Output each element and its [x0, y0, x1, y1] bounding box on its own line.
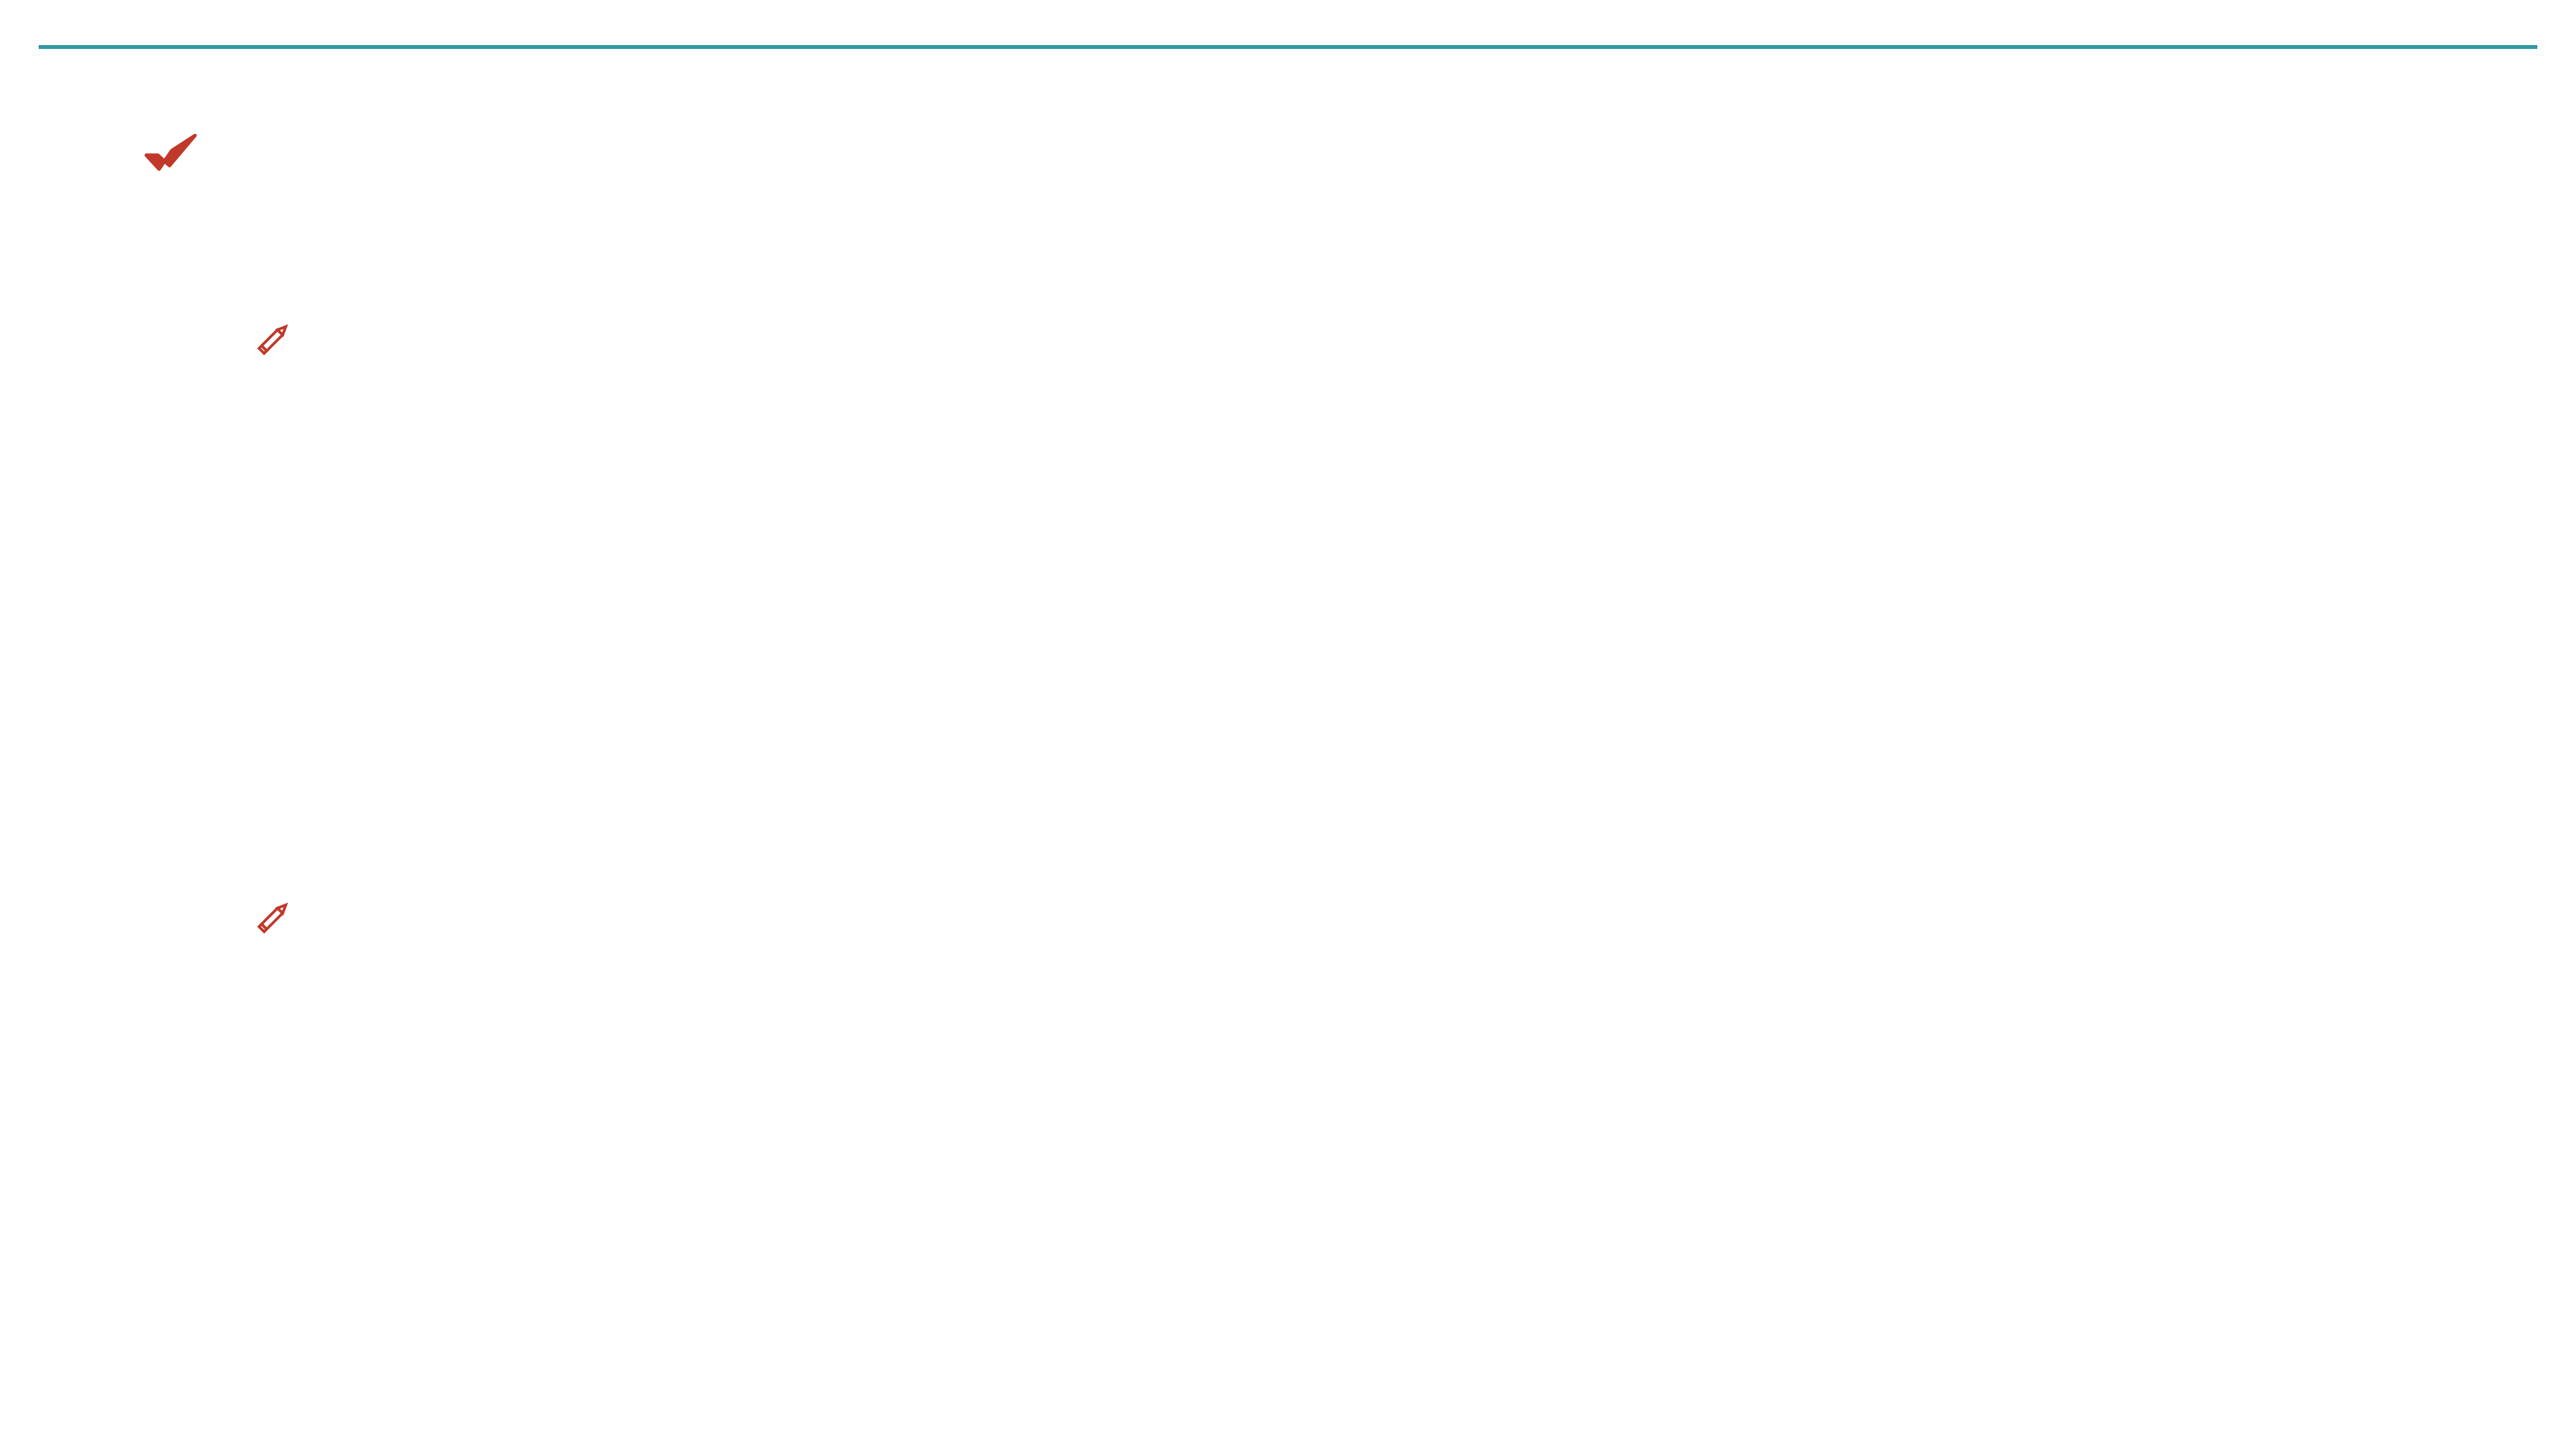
chart2-plot: [1072, 321, 1716, 811]
pencil-icon: [251, 895, 296, 943]
chart1-plot: [376, 321, 1020, 811]
check-icon: [142, 126, 200, 187]
chart-bagging-tree: [1072, 316, 1716, 811]
pencil-icon: [251, 316, 296, 365]
chart-decision-tree: [376, 316, 1020, 811]
